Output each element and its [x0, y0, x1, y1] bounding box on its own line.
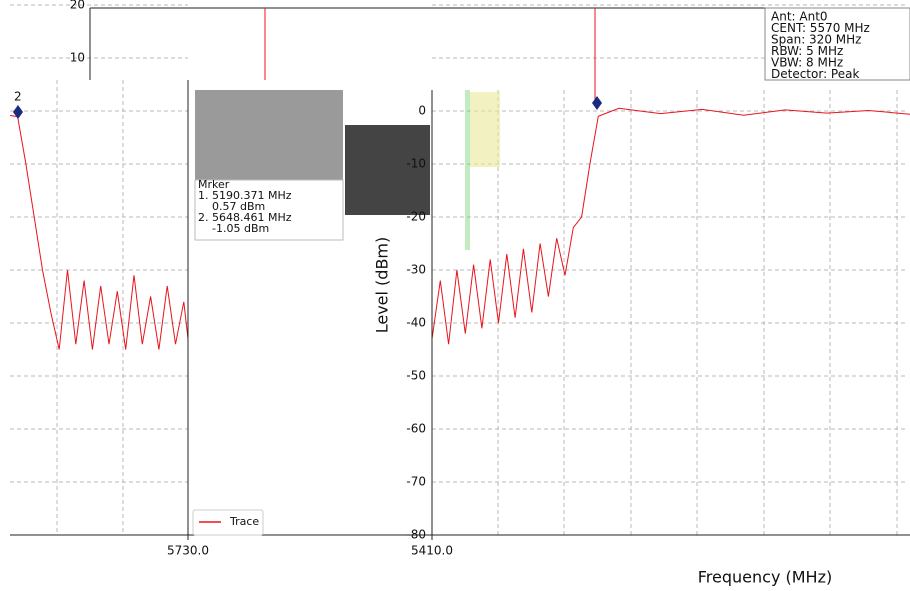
labels: Level (dBm) Frequency (MHz) 2 Mrker 1. 5…	[14, 0, 870, 587]
marker-label: 1. 5190.371 MHz	[198, 189, 292, 202]
y-tick-label: -60	[406, 422, 426, 436]
y-tick-label: -80	[406, 528, 426, 542]
info-text: Ant: Ant0	[771, 10, 828, 24]
grid	[10, 4, 905, 536]
x-axis-label: Frequency (MHz)	[698, 568, 832, 587]
y-tick-label: -70	[406, 475, 426, 489]
x-tick-label: 5730.0	[167, 544, 209, 558]
traces	[10, 107, 910, 350]
y-tick-label: -50	[406, 369, 426, 383]
info-text: RBW: 5 MHz	[771, 44, 843, 58]
y-tick-label: 10	[70, 51, 85, 65]
marker-title: Mrker	[198, 178, 230, 191]
y-tick-label: -20	[406, 210, 426, 224]
trace-line	[10, 114, 188, 350]
marker-label: 2. 5648.461 MHz	[198, 211, 292, 224]
marker-index: 2	[14, 90, 22, 104]
info-text: Span: 320 MHz	[771, 33, 861, 47]
decor	[10, 7, 910, 536]
trace-line	[432, 107, 910, 345]
legend-label: Trace	[229, 515, 259, 528]
info-text: Detector: Peak	[771, 67, 859, 81]
y-tick-label: 20	[70, 0, 85, 12]
info-text: VBW: 8 MHz	[771, 56, 843, 70]
y-tick-label: -40	[406, 316, 426, 330]
info-text: CENT: 5570 MHz	[771, 21, 870, 35]
marker-level: 0.57 dBm	[212, 200, 265, 213]
y-tick-label: -30	[406, 263, 426, 277]
vertical-grid	[56, 80, 898, 535]
y-tick-label: 0	[418, 104, 426, 118]
x-tick-label: 5410.0	[411, 544, 453, 558]
y-tick-label: -10	[406, 157, 426, 171]
y-axis-label: Level (dBm)	[373, 237, 392, 334]
marker-level: -1.05 dBm	[212, 222, 269, 235]
